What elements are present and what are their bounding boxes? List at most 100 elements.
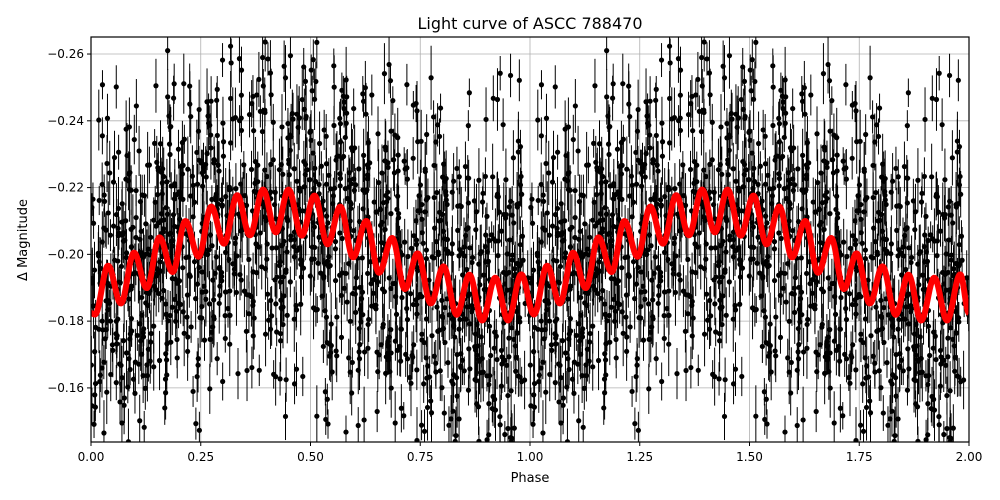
data-point xyxy=(333,157,339,163)
data-point xyxy=(955,77,961,83)
data-point xyxy=(508,388,514,394)
data-point xyxy=(322,389,328,395)
data-point xyxy=(362,85,368,91)
data-point xyxy=(392,420,398,426)
data-point xyxy=(559,230,565,236)
data-point xyxy=(676,271,682,278)
data-point xyxy=(831,338,837,344)
data-point xyxy=(248,166,255,173)
data-point xyxy=(790,227,796,234)
data-point xyxy=(492,407,499,413)
data-point xyxy=(291,381,298,387)
data-point xyxy=(168,183,174,189)
data-point xyxy=(323,416,329,423)
data-point xyxy=(309,88,315,94)
data-point xyxy=(337,121,344,127)
data-point xyxy=(575,148,581,154)
data-point xyxy=(347,318,353,324)
data-point xyxy=(915,177,921,183)
data-point xyxy=(565,186,572,193)
data-point xyxy=(820,71,827,77)
data-point xyxy=(294,111,300,117)
data-point xyxy=(941,431,947,438)
data-point xyxy=(419,201,425,208)
data-point xyxy=(320,343,326,350)
data-point xyxy=(120,230,126,236)
data-point xyxy=(298,301,304,307)
data-point xyxy=(720,293,726,299)
data-point xyxy=(957,261,963,267)
data-point xyxy=(884,360,890,366)
data-point xyxy=(540,430,546,436)
data-point xyxy=(96,259,102,265)
data-point xyxy=(568,328,574,334)
data-point xyxy=(895,326,901,332)
data-point xyxy=(912,209,919,215)
data-point xyxy=(586,358,592,364)
data-point xyxy=(667,95,673,102)
data-point xyxy=(309,244,315,250)
data-point xyxy=(277,263,283,269)
data-point xyxy=(725,172,731,178)
data-point xyxy=(794,422,800,429)
data-point xyxy=(645,301,652,307)
data-point xyxy=(936,70,942,76)
data-point xyxy=(948,325,954,331)
data-point xyxy=(166,141,173,147)
data-point xyxy=(929,95,935,101)
data-point xyxy=(872,239,878,245)
data-point xyxy=(189,173,195,179)
data-point xyxy=(113,331,119,337)
data-point xyxy=(879,314,885,320)
data-point xyxy=(677,228,683,234)
data-point xyxy=(567,244,573,250)
data-point xyxy=(295,124,301,130)
data-point xyxy=(401,158,407,164)
data-point xyxy=(829,98,835,104)
data-point xyxy=(749,150,755,156)
data-point xyxy=(693,270,699,276)
data-point xyxy=(862,197,868,203)
data-point xyxy=(661,335,667,342)
data-point xyxy=(873,122,880,128)
data-point xyxy=(578,312,584,318)
data-point xyxy=(694,162,700,168)
data-point xyxy=(902,316,908,322)
data-point xyxy=(929,174,935,180)
data-point xyxy=(398,405,404,411)
data-point xyxy=(782,429,788,435)
data-point xyxy=(874,249,880,255)
data-point xyxy=(530,421,536,427)
data-point xyxy=(208,98,214,104)
data-point xyxy=(844,253,850,260)
data-point xyxy=(478,248,484,255)
data-point xyxy=(860,381,866,387)
data-point xyxy=(635,427,641,433)
data-point xyxy=(571,269,577,276)
data-point xyxy=(712,301,718,307)
data-point xyxy=(558,375,564,381)
data-point xyxy=(291,166,297,172)
data-point xyxy=(126,186,133,193)
data-point xyxy=(155,165,161,171)
data-point xyxy=(528,204,534,210)
data-point xyxy=(658,57,665,63)
data-point xyxy=(366,316,372,323)
data-point xyxy=(272,189,278,195)
data-point xyxy=(623,314,629,320)
data-point xyxy=(618,171,625,177)
data-point xyxy=(103,327,109,333)
data-point xyxy=(313,78,319,85)
data-point xyxy=(332,246,339,252)
data-point xyxy=(531,380,538,387)
data-point xyxy=(180,265,186,271)
data-point xyxy=(481,272,487,278)
data-point xyxy=(895,416,901,422)
data-point xyxy=(385,343,391,349)
data-point xyxy=(661,313,667,319)
data-point xyxy=(515,373,522,379)
data-point xyxy=(531,349,537,355)
data-point xyxy=(947,388,953,394)
data-point xyxy=(413,218,419,224)
data-point xyxy=(301,64,307,70)
